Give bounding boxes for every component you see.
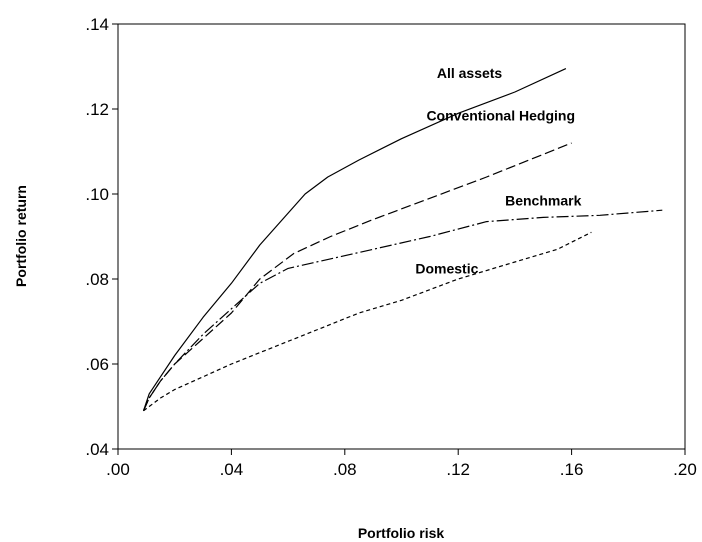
series-label-domestic: Domestic [415,260,478,276]
series-labels: All assets Conventional Hedging Benchmark D… [415,65,581,277]
x-axis-ticks: .00 .04 .08 .12 .16 .20 [106,449,697,479]
series-line-benchmark [142,209,663,412]
series-line-conventional-hedging [142,142,572,412]
series-line-all-assets [142,68,567,411]
series-label-benchmark: Benchmark [505,192,581,208]
plot-area-border [117,23,686,450]
series-label-all-assets: All assets [437,65,503,81]
y-axis-title: Portfolio return [13,185,29,287]
y-tick-label: .08 [85,270,109,289]
x-tick-label: .04 [220,460,244,479]
y-tick-label: .04 [85,440,109,459]
y-tick-label: .06 [85,355,109,374]
series-line-domestic [143,231,592,412]
y-tick-label: .10 [85,185,109,204]
x-tick-label: .00 [106,460,130,479]
series-label-conventional-hedging: Conventional Hedging [426,107,575,123]
y-tick-label: .12 [85,100,109,119]
x-axis-title: Portfolio risk [358,525,445,541]
x-tick-label: .20 [673,460,697,479]
x-tick-label: .08 [333,460,357,479]
y-axis-ticks: .04 .06 .08 .10 .12 .14 [85,15,118,459]
y-tick-label: .14 [85,15,109,34]
axes-frame [117,23,686,450]
x-tick-label: .12 [446,460,470,479]
x-tick-label: .16 [560,460,584,479]
series-lines [142,68,663,412]
